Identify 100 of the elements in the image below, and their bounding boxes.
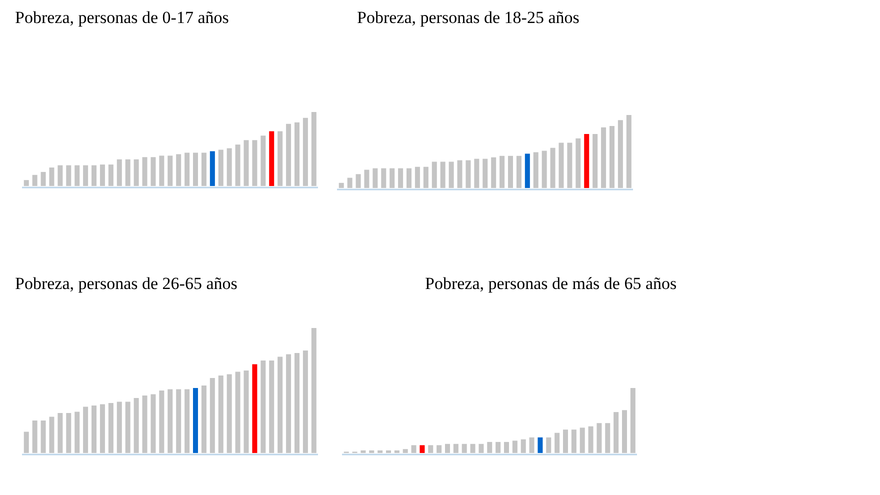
bar — [40, 420, 46, 453]
bar — [500, 156, 505, 188]
bar — [496, 442, 501, 453]
bar — [601, 127, 606, 188]
bar — [108, 164, 114, 186]
bar — [252, 364, 258, 453]
bar — [580, 428, 585, 453]
bar — [235, 372, 240, 453]
bar — [193, 152, 198, 186]
bar — [448, 162, 454, 188]
bar — [100, 404, 105, 453]
bar — [168, 156, 173, 186]
bar — [134, 398, 139, 453]
bar — [74, 165, 80, 186]
bar — [269, 360, 274, 453]
bar — [176, 154, 182, 186]
bar — [201, 152, 206, 186]
bar — [235, 144, 240, 186]
bar — [125, 159, 130, 186]
bar — [286, 354, 292, 453]
bar — [554, 432, 560, 453]
bar — [278, 356, 283, 453]
bar — [150, 394, 156, 453]
bar — [364, 170, 370, 188]
bar — [504, 442, 509, 453]
bar — [538, 437, 543, 453]
bar — [372, 168, 378, 188]
bar — [347, 178, 352, 188]
bar — [116, 402, 122, 453]
bar — [482, 158, 488, 188]
bar — [444, 444, 450, 453]
bar — [58, 165, 63, 186]
bar — [40, 172, 46, 186]
bar — [529, 437, 534, 453]
bar — [294, 122, 300, 186]
bar — [524, 154, 530, 188]
bar — [622, 410, 627, 453]
bar — [252, 140, 258, 186]
bar — [66, 165, 72, 186]
bar — [618, 120, 623, 188]
bar — [394, 450, 400, 453]
bar — [592, 134, 598, 188]
bar — [92, 406, 97, 453]
bar — [218, 376, 224, 453]
bar — [244, 140, 249, 186]
bar — [520, 439, 526, 453]
bar — [571, 430, 576, 453]
bar — [420, 445, 425, 453]
chart-title: Pobreza, personas de 26-65 años — [15, 274, 238, 294]
bar — [605, 423, 610, 453]
bar — [432, 162, 437, 188]
bar — [24, 180, 29, 186]
bar — [381, 168, 386, 188]
bar — [398, 168, 404, 188]
bar — [83, 165, 88, 186]
bar — [184, 389, 190, 453]
bar — [74, 412, 80, 453]
bar — [168, 389, 173, 453]
bar — [626, 115, 632, 188]
chart-title: Pobreza, personas de más de 65 años — [425, 274, 677, 294]
bar — [406, 168, 412, 188]
bar — [356, 174, 361, 188]
bar — [108, 403, 114, 453]
bar — [218, 150, 224, 186]
bar — [576, 138, 581, 188]
bar — [402, 449, 408, 453]
bar — [66, 413, 72, 453]
bar — [176, 389, 182, 453]
bar — [244, 370, 249, 453]
bar — [116, 159, 122, 186]
bar — [338, 182, 344, 188]
bar — [210, 151, 215, 186]
bar — [58, 413, 63, 453]
bar — [414, 166, 420, 188]
bar — [142, 396, 148, 453]
bar — [294, 353, 300, 453]
bar — [478, 444, 484, 453]
bar — [428, 445, 434, 453]
bar — [474, 158, 480, 188]
bar — [516, 156, 522, 188]
bar — [49, 416, 54, 453]
bar — [125, 402, 130, 453]
bar — [32, 174, 38, 186]
bar — [226, 148, 232, 186]
bar — [596, 423, 602, 453]
bar — [386, 450, 391, 453]
bar — [550, 148, 556, 188]
bar — [491, 157, 496, 188]
bar — [159, 156, 164, 186]
bar — [150, 157, 156, 186]
bar — [226, 374, 232, 453]
chart-title: Pobreza, personas de 18-25 años — [357, 8, 580, 28]
bar — [487, 442, 492, 453]
bar — [210, 378, 215, 453]
bar — [269, 131, 274, 186]
bar — [83, 406, 88, 453]
bar — [609, 126, 614, 188]
bar — [159, 390, 164, 453]
bar — [390, 168, 395, 188]
bar — [260, 136, 266, 186]
